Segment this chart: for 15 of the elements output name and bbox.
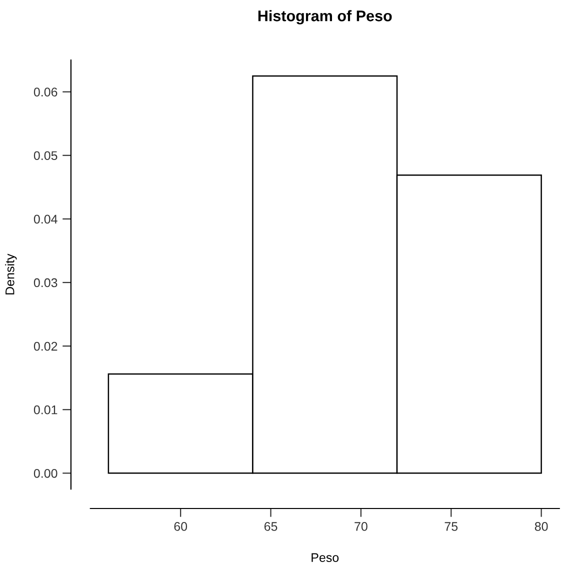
x-tick-label: 75 xyxy=(444,522,458,531)
y-tick-label: 0.03 xyxy=(34,278,58,288)
x-tick-label: 70 xyxy=(354,522,368,531)
y-tick-label: 0.00 xyxy=(34,468,58,478)
x-axis-title: Peso xyxy=(312,553,339,562)
y-tick-label: 0.02 xyxy=(34,342,58,351)
y-tick-label: 0.04 xyxy=(34,214,58,224)
x-tick-label: 65 xyxy=(264,522,278,531)
x-tick-label: 60 xyxy=(174,522,188,531)
y-tick-label: 0.06 xyxy=(34,88,58,96)
x-tick-label: 80 xyxy=(534,522,548,531)
y-axis-title: Density xyxy=(5,254,17,294)
y-tick-label: 0.05 xyxy=(34,151,58,160)
y-tick-label: 0.01 xyxy=(34,405,58,414)
chart-title: Histogram of Peso xyxy=(258,10,392,24)
